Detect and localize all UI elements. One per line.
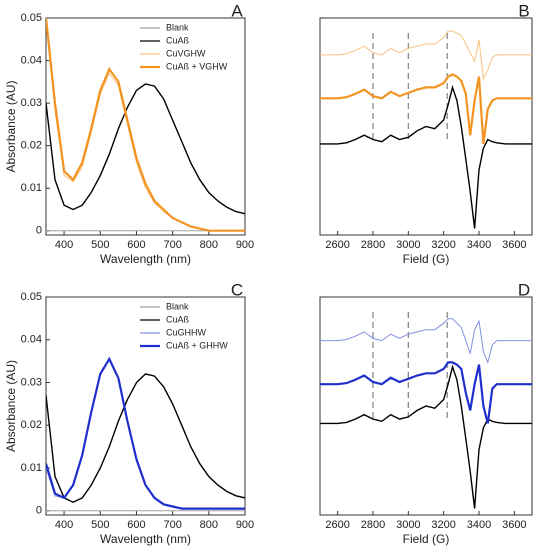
x-tick-label: 600 bbox=[127, 239, 145, 251]
y-tick-label: 0.04 bbox=[21, 334, 42, 346]
x-axis-label: Field (G) bbox=[403, 532, 450, 546]
x-tick-label: 3600 bbox=[502, 519, 526, 531]
plot-frame bbox=[319, 296, 533, 516]
x-axis-label: Wavelength (nm) bbox=[100, 532, 191, 546]
y-tick-label: 0.01 bbox=[21, 182, 42, 194]
panel-label: A bbox=[231, 1, 243, 20]
legend-label: CuVGHW bbox=[166, 48, 206, 58]
plot-frame bbox=[319, 17, 533, 236]
data-line bbox=[320, 361, 532, 424]
y-tick-label: 0 bbox=[36, 225, 42, 237]
x-tick-label: 3000 bbox=[396, 519, 420, 531]
y-axis-label: Absorbance (AU) bbox=[4, 360, 18, 452]
data-line bbox=[320, 73, 532, 145]
x-tick-label: 2600 bbox=[325, 239, 349, 251]
x-tick-label: 3400 bbox=[467, 239, 491, 251]
x-tick-label: 900 bbox=[236, 519, 254, 531]
panel-label: B bbox=[518, 1, 529, 20]
y-tick-label: 0.02 bbox=[21, 419, 42, 431]
legend-label: CuAß bbox=[166, 314, 190, 324]
legend-label: Blank bbox=[166, 22, 189, 32]
legend-label: CuAß + VGHW bbox=[166, 61, 228, 71]
y-tick-label: 0.02 bbox=[21, 140, 42, 152]
x-tick-label: 2600 bbox=[325, 519, 349, 531]
legend-label: CuAß bbox=[166, 35, 190, 45]
x-tick-label: 700 bbox=[163, 519, 181, 531]
legend-label: CuAß + GHHW bbox=[166, 340, 228, 350]
x-tick-label: 3200 bbox=[431, 519, 455, 531]
y-axis-label: Absorbance (AU) bbox=[4, 80, 18, 172]
data-line bbox=[320, 364, 532, 509]
panel-label: C bbox=[231, 280, 243, 299]
x-tick-label: 3000 bbox=[396, 239, 420, 251]
x-axis-label: Wavelength (nm) bbox=[100, 252, 191, 266]
data-line bbox=[320, 84, 532, 229]
data-line bbox=[320, 30, 532, 81]
x-tick-label: 600 bbox=[127, 519, 145, 531]
x-tick-label: 400 bbox=[55, 239, 73, 251]
x-tick-label: 2800 bbox=[361, 519, 385, 531]
y-tick-label: 0.05 bbox=[21, 291, 42, 303]
x-axis-label: Field (G) bbox=[403, 252, 450, 266]
data-line bbox=[46, 356, 245, 510]
plot-frame bbox=[45, 296, 246, 516]
x-tick-label: 400 bbox=[55, 519, 73, 531]
data-line bbox=[46, 83, 245, 215]
x-tick-label: 2800 bbox=[361, 239, 385, 251]
x-tick-label: 500 bbox=[91, 239, 109, 251]
y-tick-label: 0.03 bbox=[21, 97, 42, 109]
panel-label: D bbox=[518, 280, 530, 299]
x-tick-label: 3200 bbox=[431, 239, 455, 251]
plot-frame bbox=[45, 17, 246, 236]
data-line bbox=[46, 373, 245, 503]
legend-label: CuGHHW bbox=[166, 327, 207, 337]
x-tick-label: 3400 bbox=[467, 519, 491, 531]
x-tick-label: 800 bbox=[200, 239, 218, 251]
y-tick-label: 0.01 bbox=[21, 462, 42, 474]
data-line bbox=[320, 318, 532, 364]
x-tick-label: 500 bbox=[91, 519, 109, 531]
x-tick-label: 700 bbox=[163, 239, 181, 251]
data-line bbox=[46, 18, 245, 232]
x-tick-label: 900 bbox=[236, 239, 254, 251]
legend-label: Blank bbox=[166, 301, 189, 311]
x-tick-label: 3600 bbox=[502, 239, 526, 251]
y-tick-label: 0.03 bbox=[21, 376, 42, 388]
x-tick-label: 800 bbox=[200, 519, 218, 531]
y-tick-label: 0.04 bbox=[21, 54, 42, 66]
y-tick-label: 0.05 bbox=[21, 12, 42, 24]
y-tick-label: 0 bbox=[36, 505, 42, 517]
